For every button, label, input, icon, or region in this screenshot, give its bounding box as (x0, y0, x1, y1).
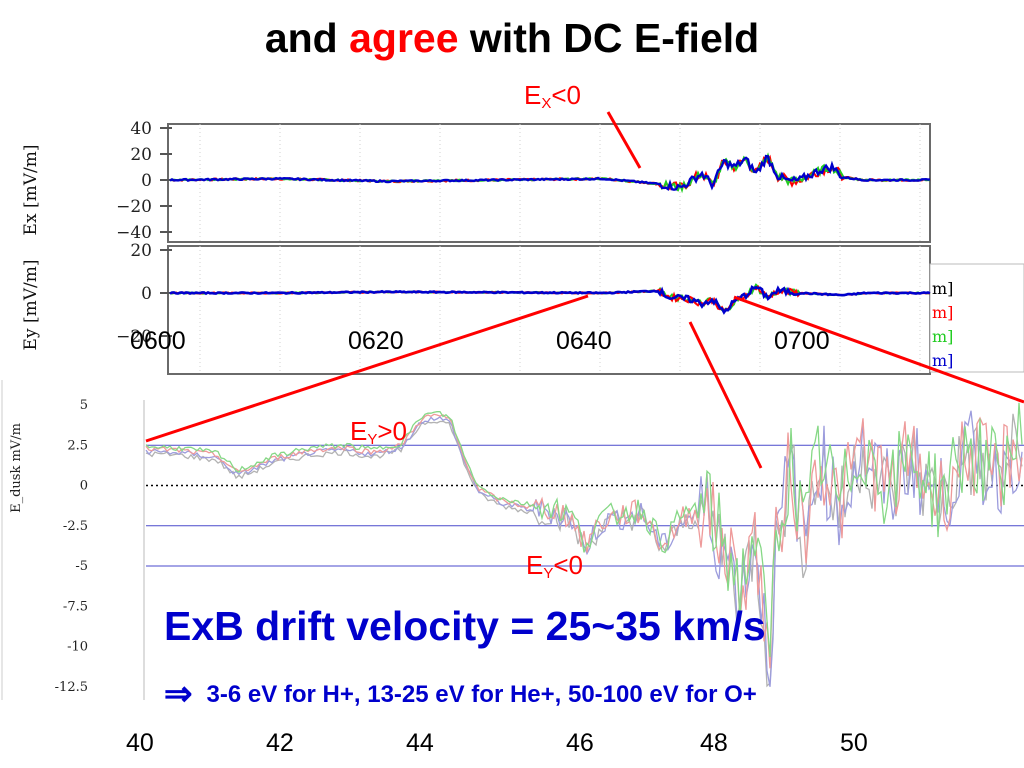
ey-ytick-label: −20 (116, 327, 152, 347)
ex-ytick-label: −20 (116, 197, 152, 217)
legend-fragment: m] (932, 351, 953, 370)
slide-title: and agree with DC E-field (264, 15, 760, 61)
edusk-ytick-label: -12.5 (55, 680, 88, 695)
callout-zoom-right (733, 295, 1024, 404)
annotation-ex-negative: EX<0 (524, 80, 582, 112)
legend-fragment: m] (932, 327, 953, 346)
legend-box (929, 263, 1024, 373)
ex-plot-frame (167, 123, 931, 243)
callout-ey-dip (688, 321, 763, 469)
ex-ytick-label: 0 (141, 171, 152, 191)
time-tick-0700: 0700 (774, 327, 830, 355)
ex-tick-labels: 40 20 0 −20 −40 (116, 119, 172, 243)
x-tick-42: 42 (266, 729, 294, 757)
x-tick-48: 48 (700, 729, 728, 757)
ey-axis-label: Ey [mV/m] (21, 260, 41, 351)
edusk-panel: 5 2.5 0 -2.5 -5 -7.5 -10 -12.5 E_dusk mV/m (1, 380, 1024, 700)
ey-series-line (169, 285, 931, 315)
x-tick-40: 40 (126, 729, 154, 757)
edusk-tick-labels: 5 2.5 0 -2.5 -5 -7.5 -10 -12.5 (55, 398, 88, 695)
edusk-ytick-label: -2.5 (63, 519, 88, 534)
time-tick-0620: 0620 (348, 327, 404, 355)
ex-series-line (169, 154, 931, 192)
implies-arrow-icon: ⇒ (164, 675, 193, 713)
ex-ytick-label: −40 (116, 223, 152, 243)
callout-zoom-left (145, 294, 589, 443)
ex-ytick-label: 20 (130, 145, 152, 165)
edusk-ytick-label: -10 (67, 640, 88, 655)
edusk-ytick-label: 2.5 (67, 438, 88, 453)
legend-fragments: m] m] m] m] (932, 279, 953, 370)
x-tick-46: 46 (566, 729, 594, 757)
ey-ytick-label: 20 (130, 241, 152, 261)
annotation-ey-positive: EY>0 (350, 416, 408, 448)
edusk-traces (145, 402, 1023, 688)
x-tick-44: 44 (406, 729, 434, 757)
annotation-ey-negative: EY<0 (526, 550, 584, 582)
ey-gridlines (199, 246, 921, 374)
callout-ex-neg (606, 111, 642, 169)
x-tick-50: 50 (840, 729, 868, 757)
ey-tick-labels: 20 0 −20 (116, 241, 172, 347)
callout-lines (145, 111, 1024, 469)
edusk-series-line (145, 402, 1023, 658)
edusk-series-line (145, 413, 1023, 669)
ey-panel: 20 0 −20 m] m] m] m] Ey [mV/m] (21, 241, 1024, 375)
edusk-series-line (145, 410, 1023, 687)
drift-velocity-headline: ExB drift velocity = 25~35 km/s (164, 603, 766, 649)
edusk-ytick-label: 0 (80, 479, 88, 494)
energy-subline: ⇒ 3-6 eV for H+, 13-25 eV for He+, 50-100… (164, 675, 757, 713)
time-tick-0600: 0600 (130, 327, 186, 355)
edusk-ytick-label: -5 (75, 559, 88, 574)
legend-fragment: m] (932, 279, 953, 298)
time-tick-0640: 0640 (556, 327, 612, 355)
ex-traces (169, 152, 931, 194)
ey-traces (169, 283, 931, 315)
ex-axis-label: Ex [mV/m] (21, 145, 41, 236)
legend-fragment: m] (932, 303, 953, 322)
edusk-ytick-label: 5 (80, 398, 88, 413)
ey-ytick-label: 0 (141, 284, 152, 304)
edusk-ytick-label: -7.5 (63, 599, 88, 614)
edusk-axis-label: E_dusk mV/m (9, 423, 24, 513)
ex-ytick-label: 40 (130, 119, 152, 139)
ex-panel: 40 20 0 −20 −40 Ex [mV/m] (21, 119, 931, 243)
